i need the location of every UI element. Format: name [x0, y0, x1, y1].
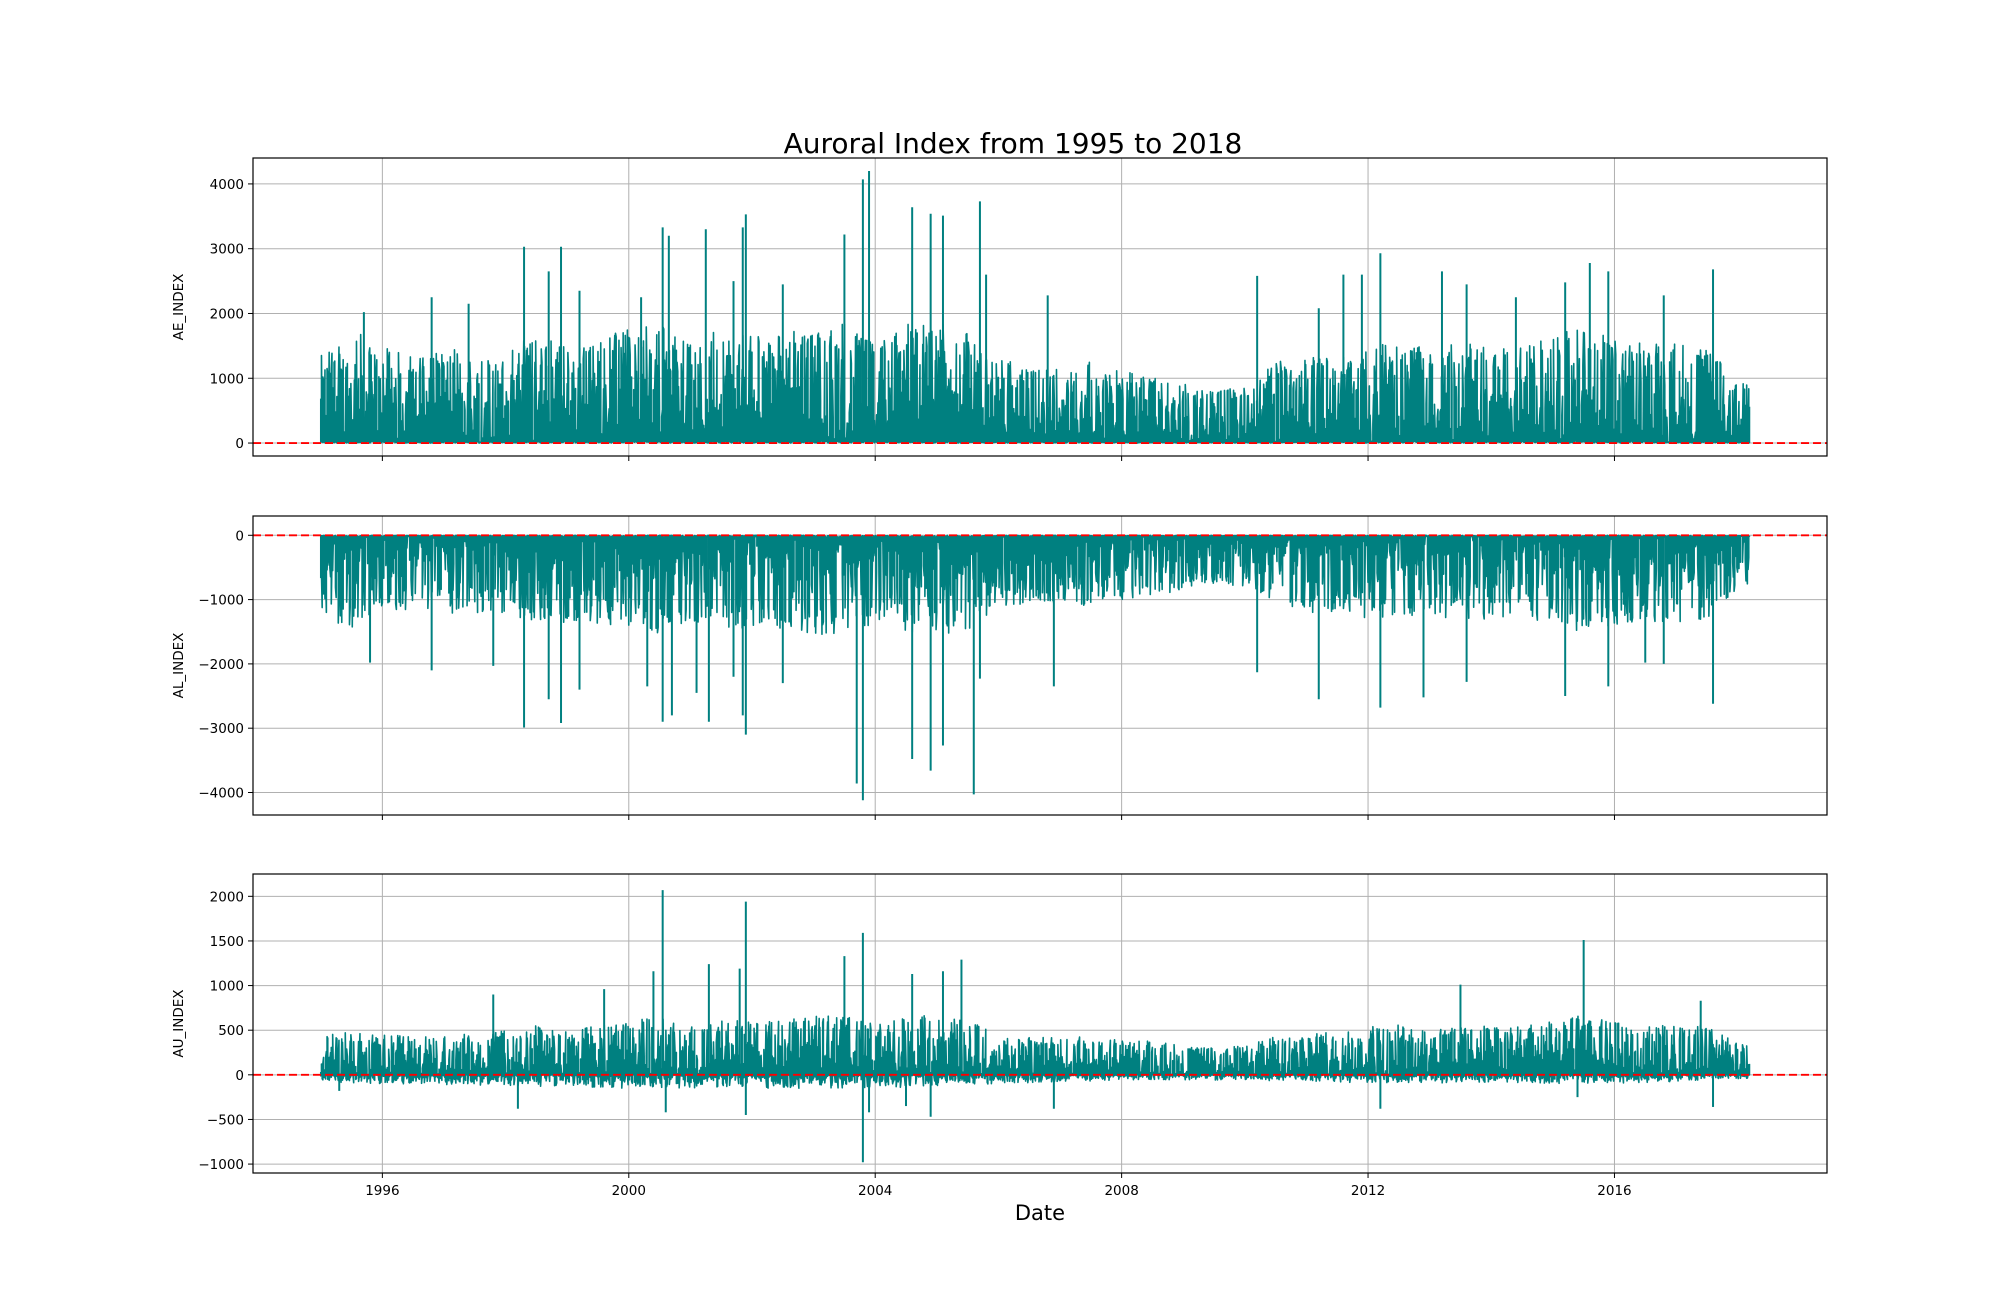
al-y-tick-label: −1000 — [198, 593, 244, 609]
au-y-tick-label: −1000 — [198, 1157, 244, 1173]
panel-au: 2000 1500 1000 500 0 −500 −1000 1996 2000 2004 20… — [171, 873, 1828, 1199]
al-index-ylabel: AL_INDEX — [171, 633, 187, 699]
au-y-tick-label: 500 — [218, 1023, 244, 1039]
x-tick-label: 2012 — [1351, 1183, 1385, 1199]
x-tick-label: 1996 — [365, 1183, 399, 1199]
au-plot-frame — [252, 873, 1828, 1174]
au-y-tick-label: 0 — [235, 1068, 244, 1084]
au-y-tick-label: 2000 — [210, 889, 244, 905]
x-axis-label: Date — [1015, 1201, 1065, 1225]
ae-y-tick-label: 3000 — [210, 242, 244, 258]
al-plot-frame — [252, 515, 1828, 816]
au-y-tick-label: −500 — [207, 1112, 244, 1128]
al-y-tick-label: −2000 — [198, 657, 244, 673]
al-y-tick-label: 0 — [235, 528, 244, 544]
ae-index-ylabel: AE_INDEX — [171, 274, 187, 341]
ae-y-tick-label: 2000 — [210, 306, 244, 322]
chart-title: Auroral Index from 1995 to 2018 — [784, 127, 1243, 160]
ae-y-tick-label: 0 — [235, 436, 244, 452]
ae-index-series — [319, 323, 1751, 444]
x-tick-label: 2016 — [1597, 1183, 1631, 1199]
au-index-series — [319, 1015, 1751, 1089]
panel-al: 0 −1000 −2000 −3000 −4000 AL_INDEX — [171, 515, 1828, 820]
al-y-tick-label: −4000 — [198, 785, 244, 801]
au-index-ylabel: AU_INDEX — [171, 989, 187, 1057]
x-tick-label: 2008 — [1104, 1183, 1138, 1199]
ae-y-tick-label: 1000 — [210, 371, 244, 387]
x-tick-label: 2004 — [858, 1183, 892, 1199]
al-y-tick-label: −3000 — [198, 721, 244, 737]
panel-ae: 0 1000 2000 3000 4000 AE_INDEX — [171, 157, 1828, 461]
ae-y-tick-label: 4000 — [210, 177, 244, 193]
ae-plot-frame — [252, 157, 1828, 457]
au-y-tick-label: 1000 — [210, 979, 244, 995]
au-y-tick-label: 1500 — [210, 934, 244, 950]
x-tick-label: 2000 — [612, 1183, 646, 1199]
al-index-series — [319, 534, 1751, 636]
